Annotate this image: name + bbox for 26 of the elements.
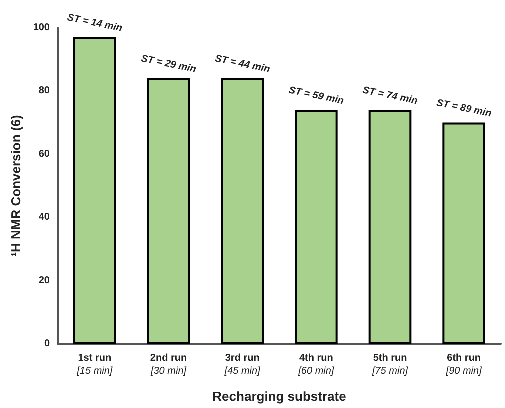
bar <box>368 110 412 344</box>
annotation: ST = 14 min <box>66 12 124 34</box>
x-tick-label: 3rd run [45 min] <box>224 353 261 377</box>
annotation: ST = 74 min <box>362 85 419 108</box>
annotation: ST = 89 min <box>436 98 493 120</box>
x-tick-label: 5th run [75 min] <box>371 353 408 377</box>
y-tick-label: 0 <box>44 338 50 350</box>
bar <box>74 37 116 344</box>
annotation: ST = 29 min <box>140 54 198 76</box>
y-tick-label: 20 <box>38 275 50 286</box>
bar <box>295 110 338 344</box>
bar <box>147 78 190 344</box>
y-tick-label: 60 <box>38 148 50 160</box>
y-tick-label: 80 <box>38 86 50 97</box>
annotation: ST = 44 min <box>214 54 272 76</box>
x-tick-label: 6th run [90 min] <box>445 353 482 377</box>
x-tick-label: 2nd run [30 min] <box>150 353 188 377</box>
bar <box>221 78 264 344</box>
x-tick-label: 4th run [60 min] <box>298 353 334 377</box>
x-axis-title: Recharging substrate <box>212 389 346 404</box>
y-tick-label: 40 <box>38 212 50 224</box>
y-axis-title: ¹H NMR Conversion (6) <box>8 115 24 257</box>
y-tick-label: 100 <box>33 22 50 34</box>
annotation: ST = 59 min <box>288 85 345 108</box>
bar <box>442 122 486 344</box>
x-tick-label: 1st run [15 min] <box>76 353 113 377</box>
